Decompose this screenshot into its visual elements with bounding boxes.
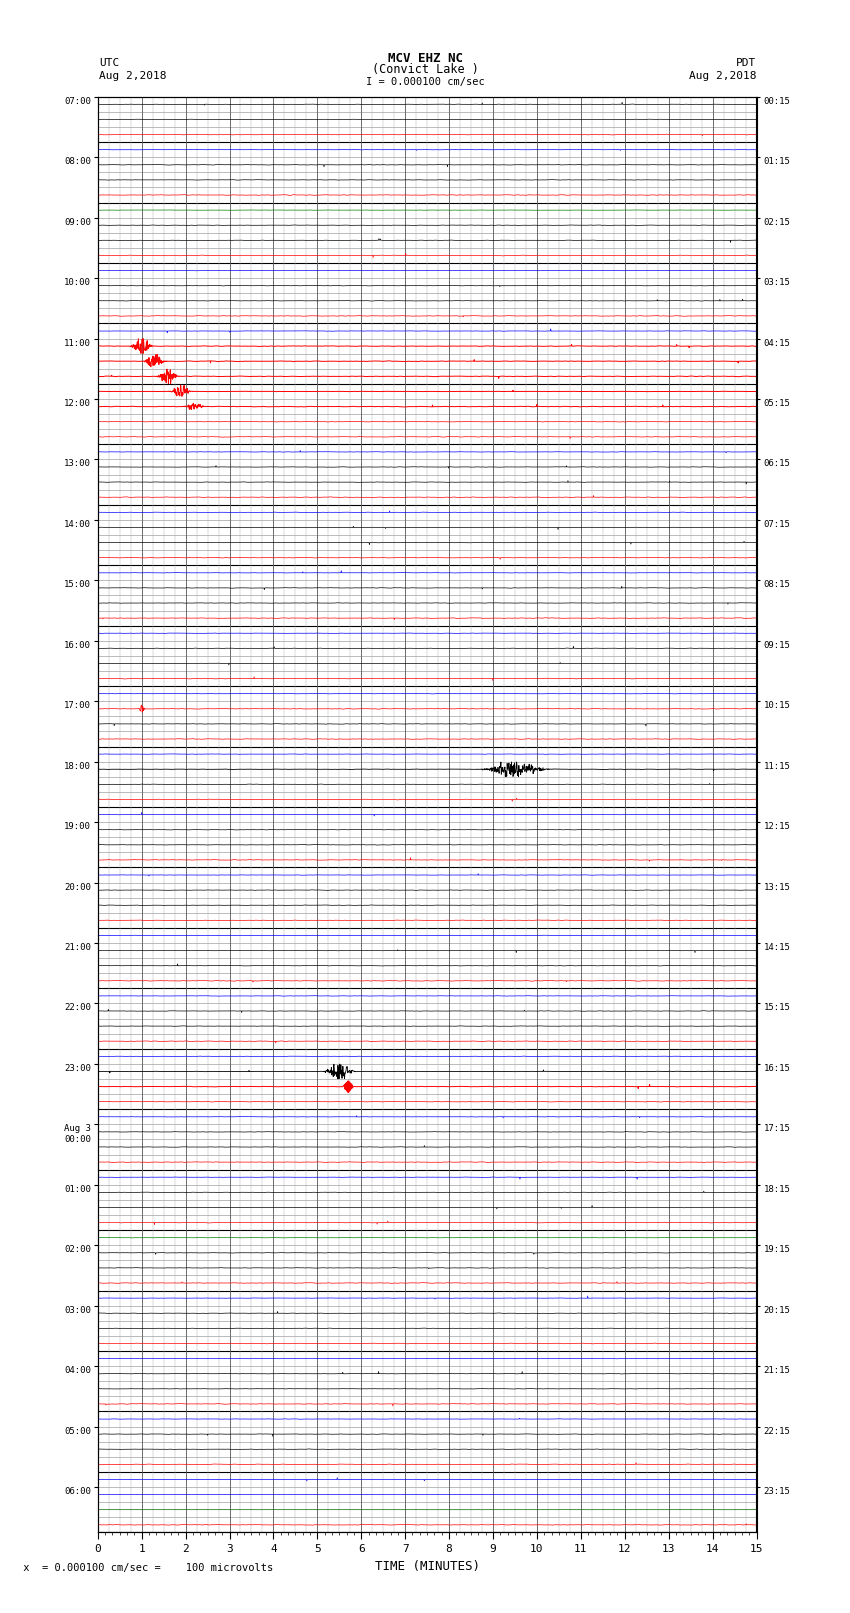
Text: PDT: PDT — [736, 58, 756, 68]
Text: Aug 2,2018: Aug 2,2018 — [99, 71, 167, 81]
Text: UTC: UTC — [99, 58, 120, 68]
Text: (Convict Lake ): (Convict Lake ) — [371, 63, 479, 76]
Text: x  = 0.000100 cm/sec =    100 microvolts: x = 0.000100 cm/sec = 100 microvolts — [17, 1563, 273, 1573]
Text: MCV EHZ NC: MCV EHZ NC — [388, 52, 462, 65]
Text: Aug 2,2018: Aug 2,2018 — [689, 71, 756, 81]
X-axis label: TIME (MINUTES): TIME (MINUTES) — [375, 1560, 479, 1573]
Text: I = 0.000100 cm/sec: I = 0.000100 cm/sec — [366, 77, 484, 87]
